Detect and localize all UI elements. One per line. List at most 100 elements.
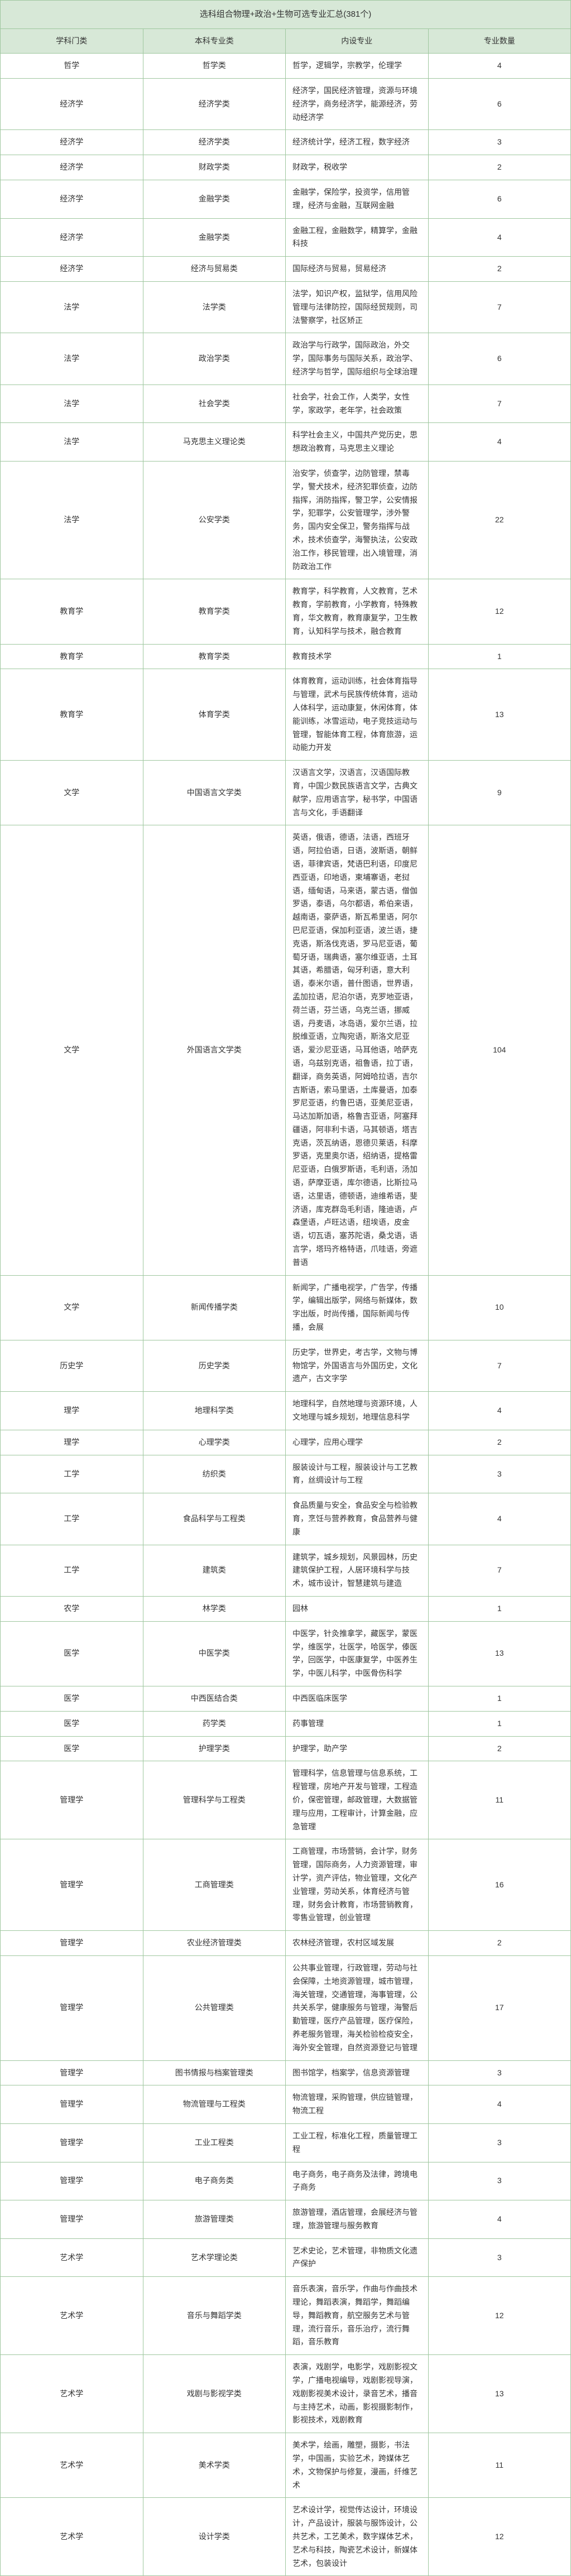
cell-major: 历史学类 <box>143 1340 286 1391</box>
cell-category: 管理学 <box>1 1955 143 2060</box>
table-row: 哲学哲学类哲学，逻辑学，宗教学，伦理学4 <box>1 54 571 79</box>
cell-count: 4 <box>428 1392 571 1430</box>
table-row: 法学社会学类社会学，社会工作，人类学，女性学，家政学，老年学，社会政策7 <box>1 385 571 423</box>
cell-detail: 哲学，逻辑学，宗教学，伦理学 <box>286 54 429 79</box>
cell-count: 17 <box>428 1955 571 2060</box>
header-major: 本科专业类 <box>143 28 286 54</box>
cell-category: 文学 <box>1 1275 143 1340</box>
cell-detail: 新闻学，广播电视学，广告学，传播学，编辑出版学，网络与新媒体，数字出版，时尚传播… <box>286 1275 429 1340</box>
cell-count: 12 <box>428 2277 571 2355</box>
cell-major: 财政学类 <box>143 155 286 180</box>
cell-count: 1 <box>428 644 571 669</box>
cell-category: 管理学 <box>1 1761 143 1839</box>
cell-count: 2 <box>428 257 571 282</box>
cell-count: 3 <box>428 2238 571 2277</box>
cell-detail: 艺术史论，艺术管理，非物质文化遗产保护 <box>286 2238 429 2277</box>
table-row: 文学中国语言文学类汉语言文学，汉语言，汉语国际教育，中国少数民族语言文学，古典文… <box>1 761 571 825</box>
cell-detail: 工商管理，市场营销，会计学，财务管理，国际商务，人力资源管理，审计学，资产评估，… <box>286 1839 429 1931</box>
cell-major: 马克思主义理论类 <box>143 423 286 462</box>
cell-count: 13 <box>428 2355 571 2433</box>
cell-detail: 电子商务，电子商务及法律，跨境电子商务 <box>286 2162 429 2200</box>
cell-category: 农学 <box>1 1597 143 1622</box>
cell-detail: 中西医临床医学 <box>286 1686 429 1711</box>
cell-major: 哲学类 <box>143 54 286 79</box>
cell-category: 经济学 <box>1 155 143 180</box>
cell-detail: 地理科学，自然地理与资源环境，人文地理与城乡规划，地理信息科学 <box>286 1392 429 1430</box>
cell-major: 社会学类 <box>143 385 286 423</box>
cell-detail: 治安学，侦查学，边防管理，禁毒学，警犬技术，经济犯罪侦查，边防指挥，消防指挥，警… <box>286 462 429 579</box>
header-category: 学科门类 <box>1 28 143 54</box>
cell-category: 艺术学 <box>1 2433 143 2498</box>
cell-category: 经济学 <box>1 79 143 130</box>
cell-detail: 汉语言文学，汉语言，汉语国际教育，中国少数民族语言文学，古典文献学，应用语言学，… <box>286 761 429 825</box>
cell-major: 新闻传播学类 <box>143 1275 286 1340</box>
cell-category: 法学 <box>1 282 143 333</box>
cell-major: 中医学类 <box>143 1621 286 1686</box>
cell-count: 3 <box>428 1455 571 1493</box>
table-row: 理学心理学类心理学，应用心理学2 <box>1 1430 571 1455</box>
table-row: 艺术学戏剧与影视学类表演，戏剧学，电影学，戏剧影视文学，广播电视编导，戏剧影视导… <box>1 2355 571 2433</box>
cell-major: 建筑类 <box>143 1545 286 1596</box>
header-count: 专业数量 <box>428 28 571 54</box>
cell-major: 物流管理与工程类 <box>143 2085 286 2124</box>
cell-category: 管理学 <box>1 2123 143 2162</box>
cell-category: 法学 <box>1 462 143 579</box>
cell-major: 农业经济管理类 <box>143 1931 286 1956</box>
cell-category: 医学 <box>1 1686 143 1711</box>
cell-category: 历史学 <box>1 1340 143 1391</box>
cell-category: 艺术学 <box>1 2498 143 2576</box>
table-row: 管理学公共管理类公共事业管理，行政管理，劳动与社会保障，土地资源管理，城市管理，… <box>1 1955 571 2060</box>
cell-detail: 食品质量与安全，食品安全与检验教育，烹饪与营养教育，食品营养与健康 <box>286 1493 429 1545</box>
cell-count: 12 <box>428 579 571 644</box>
cell-category: 文学 <box>1 825 143 1275</box>
cell-detail: 社会学，社会工作，人类学，女性学，家政学，老年学，社会政策 <box>286 385 429 423</box>
cell-major: 美术学类 <box>143 2433 286 2498</box>
cell-count: 11 <box>428 2433 571 2498</box>
cell-category: 理学 <box>1 1430 143 1455</box>
cell-category: 工学 <box>1 1545 143 1596</box>
cell-major: 地理科学类 <box>143 1392 286 1430</box>
cell-category: 管理学 <box>1 1839 143 1931</box>
cell-major: 食品科学与工程类 <box>143 1493 286 1545</box>
cell-major: 体育学类 <box>143 669 286 761</box>
cell-category: 艺术学 <box>1 2238 143 2277</box>
cell-count: 6 <box>428 333 571 385</box>
table-row: 工学纺织类服装设计与工程，服装设计与工艺教育，丝绸设计与工程3 <box>1 1455 571 1493</box>
cell-detail: 历史学，世界史，考古学，文物与博物馆学，外国语言与外国历史，文化遗产，古文字学 <box>286 1340 429 1391</box>
table-row: 医学中西医结合类中西医临床医学1 <box>1 1686 571 1711</box>
cell-major: 经济学类 <box>143 130 286 155</box>
cell-detail: 心理学，应用心理学 <box>286 1430 429 1455</box>
cell-detail: 工业工程，标准化工程，质量管理工程 <box>286 2123 429 2162</box>
table-row: 艺术学音乐与舞蹈学类音乐表演，音乐学，作曲与作曲技术理论，舞蹈表演，舞蹈学，舞蹈… <box>1 2277 571 2355</box>
cell-detail: 美术学，绘画，雕塑，摄影，书法学，中国画，实验艺术，跨媒体艺术，文物保护与修复，… <box>286 2433 429 2498</box>
cell-detail: 法学，知识产权，监狱学，信用风险管理与法律防控，国际经贸规则，司法警察学，社区矫… <box>286 282 429 333</box>
cell-major: 中西医结合类 <box>143 1686 286 1711</box>
table-row: 经济学财政学类财政学，税收学2 <box>1 155 571 180</box>
cell-count: 4 <box>428 218 571 257</box>
cell-major: 艺术学理论类 <box>143 2238 286 2277</box>
cell-detail: 服装设计与工程，服装设计与工艺教育，丝绸设计与工程 <box>286 1455 429 1493</box>
table-row: 法学公安学类治安学，侦查学，边防管理，禁毒学，警犬技术，经济犯罪侦查，边防指挥，… <box>1 462 571 579</box>
cell-count: 6 <box>428 180 571 219</box>
cell-category: 哲学 <box>1 54 143 79</box>
cell-category: 医学 <box>1 1621 143 1686</box>
table-row: 管理学物流管理与工程类物流管理，采购管理，供应链管理，物流工程4 <box>1 2085 571 2124</box>
cell-major: 教育学类 <box>143 644 286 669</box>
cell-count: 3 <box>428 2123 571 2162</box>
cell-count: 104 <box>428 825 571 1275</box>
table-row: 理学地理科学类地理科学，自然地理与资源环境，人文地理与城乡规划，地理信息科学4 <box>1 1392 571 1430</box>
cell-category: 经济学 <box>1 218 143 257</box>
cell-major: 工业工程类 <box>143 2123 286 2162</box>
table-row: 管理学工业工程类工业工程，标准化工程，质量管理工程3 <box>1 2123 571 2162</box>
cell-category: 经济学 <box>1 257 143 282</box>
cell-category: 管理学 <box>1 2200 143 2239</box>
cell-category: 教育学 <box>1 579 143 644</box>
cell-major: 政治学类 <box>143 333 286 385</box>
table-row: 管理学农业经济管理类农林经济管理，农村区域发展2 <box>1 1931 571 1956</box>
table-row: 农学林学类园林1 <box>1 1597 571 1622</box>
cell-detail: 园林 <box>286 1597 429 1622</box>
table-row: 医学中医学类中医学，针灸推拿学，藏医学，蒙医学，维医学，壮医学，哈医学，傣医学，… <box>1 1621 571 1686</box>
cell-detail: 金融工程，金融数学，精算学，金融科技 <box>286 218 429 257</box>
cell-category: 法学 <box>1 333 143 385</box>
cell-count: 22 <box>428 462 571 579</box>
